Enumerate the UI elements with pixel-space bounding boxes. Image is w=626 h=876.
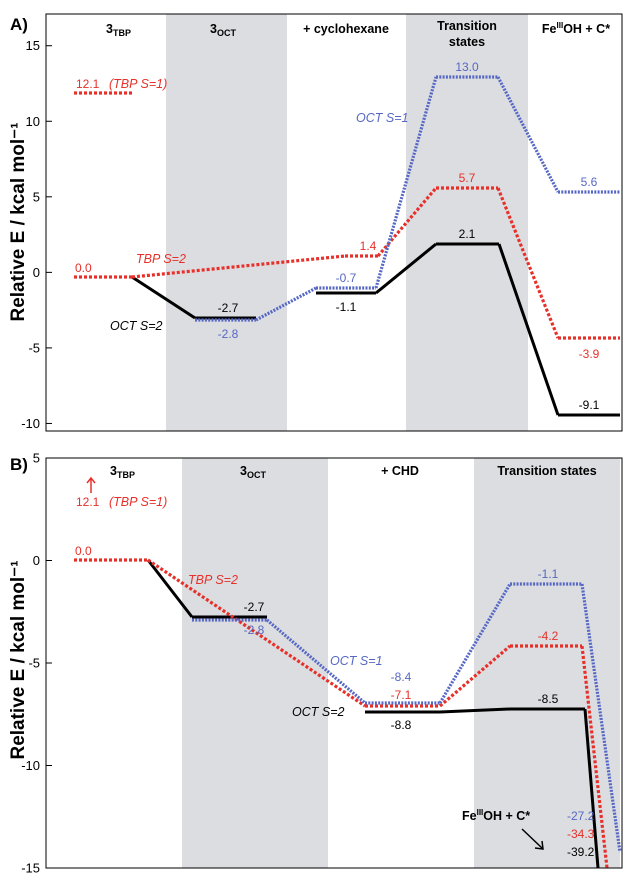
series-connector xyxy=(146,559,194,618)
value-label: -4.2 xyxy=(538,629,559,643)
series-tbp-s2 xyxy=(74,558,609,869)
series-label-oct-s1: OCT S=1 xyxy=(356,111,408,125)
y-tick-label: 0 xyxy=(33,553,40,568)
header-3-oct: 3OCT xyxy=(210,22,236,38)
y-axis-ticks: -10 -5 0 5 10 15 xyxy=(21,38,52,431)
value-label: 5.6 xyxy=(581,175,598,189)
value-label: -39.2 xyxy=(567,845,595,859)
value-label: -2.7 xyxy=(218,301,239,315)
header-product: FeIIIOH + C* xyxy=(542,21,610,36)
series-connector xyxy=(496,76,560,193)
product-label: FeIIIOH + C* xyxy=(462,808,530,823)
y-axis-label: Relative E / kcal mol⁻¹ xyxy=(8,560,29,759)
panel-a: A) Relative E / kcal mol⁻¹ 3TBP 3OCT + c… xyxy=(8,13,623,432)
series-label-tbp-s1: (TBP S=1) xyxy=(109,77,167,91)
header-3-oct: 3OCT xyxy=(240,464,266,480)
arrow-up-icon xyxy=(86,476,96,493)
arrow-down-right-icon xyxy=(521,828,544,850)
y-tick-label: -10 xyxy=(21,416,40,431)
value-label: 12.1 xyxy=(76,495,100,509)
series-connector xyxy=(583,708,600,869)
y-axis-label: Relative E / kcal mol⁻¹ xyxy=(8,122,29,321)
series-connector xyxy=(438,644,512,708)
series-connector xyxy=(374,76,438,289)
value-label: -7.1 xyxy=(391,688,412,702)
y-tick-label: -5 xyxy=(28,656,40,671)
value-label: -3.9 xyxy=(579,347,600,361)
series-connector xyxy=(255,286,317,322)
shade-band-ts xyxy=(474,458,620,868)
series-oct-s2 xyxy=(131,242,620,417)
series-label-oct-s2: OCT S=2 xyxy=(110,319,162,333)
y-tick-label: 0 xyxy=(33,265,40,280)
panel-b: B) Relative E / kcal mol⁻¹ 3TBP 3OCT + C… xyxy=(8,451,623,876)
y-tick-label: -5 xyxy=(28,340,40,355)
header-chd: + CHD xyxy=(381,464,419,478)
series-label-oct-s2: OCT S=2 xyxy=(292,705,344,719)
series-connector xyxy=(580,645,609,869)
value-label: -2.8 xyxy=(218,327,239,341)
series-label-tbp-s1: (TBP S=1) xyxy=(109,495,167,509)
series-oct-s1 xyxy=(195,75,620,322)
value-label: -1.1 xyxy=(538,567,559,581)
value-label: 5.7 xyxy=(459,171,476,185)
header-cyclohexane: + cyclohexane xyxy=(303,22,389,36)
value-label: -0.7 xyxy=(336,271,357,285)
value-label: -8.4 xyxy=(391,670,412,684)
shade-band-oct xyxy=(166,14,287,431)
header-3-tbp: 3TBP xyxy=(110,464,135,480)
series-tbp-s2 xyxy=(74,91,620,340)
value-label: -2.7 xyxy=(244,600,265,614)
value-label: -2.8 xyxy=(244,623,265,637)
header-transition-states: Transition states xyxy=(497,464,596,478)
series-connector xyxy=(439,707,511,714)
header-transition: Transition xyxy=(437,19,497,33)
plot-frame xyxy=(45,13,623,432)
value-label: -27.2 xyxy=(567,809,595,823)
series-connector xyxy=(375,242,437,295)
series-label-tbp-s2: TBP S=2 xyxy=(136,252,186,266)
value-label: 13.0 xyxy=(455,60,479,74)
value-label: -34.3 xyxy=(567,827,595,841)
series-connector xyxy=(580,583,622,853)
value-label: 12.1 xyxy=(76,77,100,91)
series-connector xyxy=(147,558,366,708)
series-connector xyxy=(497,243,560,416)
series-oct-s2 xyxy=(146,559,600,869)
y-tick-label: 5 xyxy=(33,451,40,466)
value-label: -8.5 xyxy=(538,692,559,706)
shade-band-ts xyxy=(406,14,528,431)
shade-band-oct xyxy=(182,458,328,868)
series-label-tbp-s2: TBP S=2 xyxy=(188,573,238,587)
panel-letter: B) xyxy=(10,455,28,474)
header-states: states xyxy=(449,35,485,49)
value-label: 2.1 xyxy=(459,227,476,241)
value-label: 1.4 xyxy=(360,239,377,253)
value-label: 0.0 xyxy=(75,544,92,558)
value-label: -1.1 xyxy=(336,300,357,314)
y-tick-label: 5 xyxy=(33,189,40,204)
value-label: -9.1 xyxy=(579,398,600,412)
series-oct-s1 xyxy=(192,582,622,853)
y-tick-label: 10 xyxy=(26,114,40,129)
y-tick-label: -10 xyxy=(21,758,40,773)
y-tick-label: 15 xyxy=(26,38,40,53)
y-tick-label: -15 xyxy=(21,861,40,876)
header-3-tbp: 3TBP xyxy=(106,22,131,38)
series-connector xyxy=(131,275,196,320)
series-label-oct-s1: OCT S=1 xyxy=(330,654,382,668)
y-axis-ticks: -15 -10 -5 0 5 xyxy=(21,451,52,876)
value-label: -8.8 xyxy=(391,718,412,732)
series-connector xyxy=(265,618,367,705)
value-label: 0.0 xyxy=(75,261,92,275)
series-connector xyxy=(131,254,346,279)
panel-letter: A) xyxy=(10,15,28,34)
series-connector xyxy=(496,187,560,339)
